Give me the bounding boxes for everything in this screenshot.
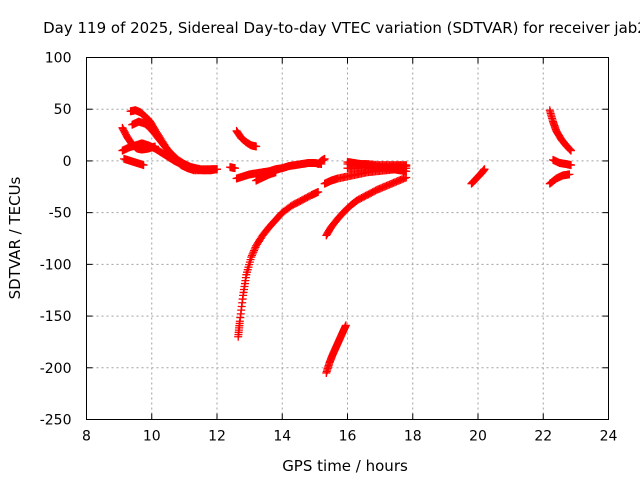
x-tick-label: 8 bbox=[82, 429, 91, 445]
data-point bbox=[314, 187, 323, 196]
series-5 bbox=[226, 163, 239, 173]
grid bbox=[86, 57, 609, 420]
y-tick-label: -50 bbox=[49, 206, 72, 222]
x-tick-label: 12 bbox=[208, 429, 226, 445]
series-2 bbox=[118, 123, 160, 154]
tick-labels: 8 10 12 14 16 18 20 22 24 100 50 0 -50 -100 -150 -200 -2… bbox=[40, 51, 618, 445]
y-axis-label: SDTVAR / TECUs bbox=[6, 176, 24, 299]
series-19 bbox=[545, 170, 574, 188]
x-tick-label: 18 bbox=[404, 429, 422, 445]
x-tick-label: 16 bbox=[339, 429, 357, 445]
axis-ticks bbox=[86, 57, 609, 420]
series-12 bbox=[322, 173, 411, 240]
data-point bbox=[565, 170, 574, 179]
data-point bbox=[271, 168, 280, 177]
x-tick-label: 24 bbox=[600, 429, 618, 445]
series-7 bbox=[232, 158, 326, 183]
data-point bbox=[151, 142, 160, 151]
series-18 bbox=[545, 106, 575, 155]
data-point bbox=[139, 161, 148, 170]
x-tick-label: 22 bbox=[534, 429, 552, 445]
data-point bbox=[230, 164, 239, 173]
series-3 bbox=[120, 154, 148, 170]
series-17 bbox=[467, 165, 489, 188]
series-9 bbox=[234, 187, 323, 341]
data-point bbox=[402, 167, 411, 176]
series-8 bbox=[252, 168, 280, 185]
data-point bbox=[252, 142, 261, 151]
y-tick-label: -250 bbox=[40, 413, 72, 429]
x-tick-label: 14 bbox=[273, 429, 291, 445]
y-tick-label: -200 bbox=[40, 361, 72, 377]
series-4 bbox=[128, 117, 221, 175]
x-axis-label: GPS time / hours bbox=[282, 457, 408, 475]
data-point bbox=[320, 154, 329, 163]
y-tick-label: 0 bbox=[63, 154, 72, 170]
y-tick-label: -100 bbox=[40, 257, 72, 273]
series-20 bbox=[549, 155, 575, 170]
series-11 bbox=[322, 321, 350, 377]
chart-title: Day 119 of 2025, Sidereal Day-to-day VTE… bbox=[43, 19, 640, 37]
series-6 bbox=[232, 126, 261, 151]
y-tick-label: -150 bbox=[40, 309, 72, 325]
data-point bbox=[341, 321, 350, 330]
data-point bbox=[566, 146, 575, 155]
data-point bbox=[480, 165, 489, 174]
y-tick-label: 100 bbox=[45, 51, 72, 67]
data-points bbox=[118, 106, 575, 377]
data-point bbox=[565, 145, 574, 154]
series-16 bbox=[343, 157, 411, 176]
y-tick-label: 50 bbox=[54, 102, 72, 118]
x-tick-label: 10 bbox=[143, 429, 161, 445]
series-10 bbox=[314, 154, 329, 169]
data-point bbox=[566, 145, 575, 154]
x-tick-label: 20 bbox=[469, 429, 487, 445]
data-point bbox=[213, 165, 221, 174]
data-point bbox=[566, 161, 575, 170]
